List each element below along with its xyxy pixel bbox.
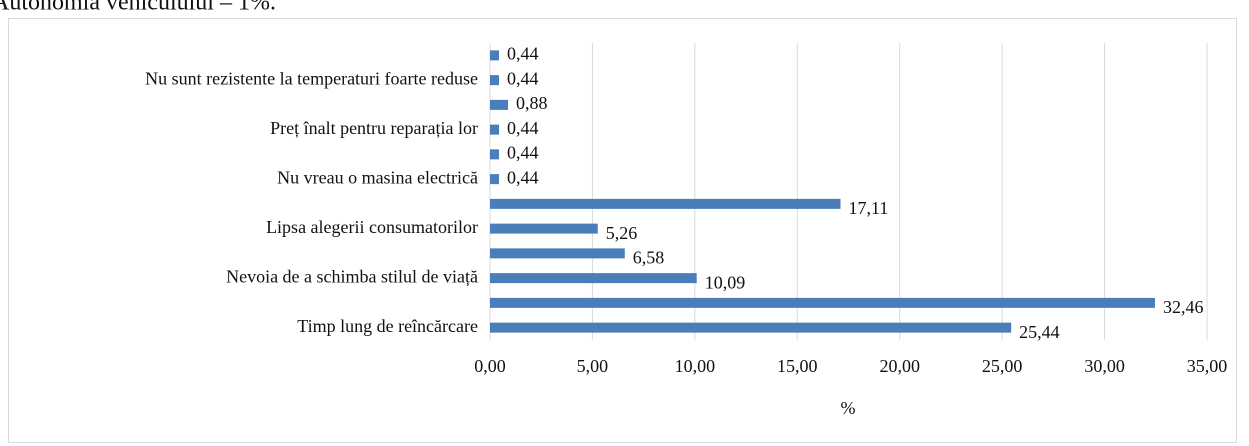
bar — [490, 99, 509, 110]
x-axis-title: % — [841, 398, 856, 418]
value-label: 32,46 — [1163, 297, 1204, 317]
y-tick-label: Nu sunt rezistente la temperaturi foarte… — [145, 68, 478, 88]
x-tick-label: 5,00 — [577, 356, 609, 376]
value-label: 10,09 — [705, 272, 746, 292]
bar — [490, 248, 625, 259]
x-tick-label: 20,00 — [879, 356, 920, 376]
x-tick-label: 0,00 — [474, 356, 506, 376]
caption: Autonomia vehiculului – 1%. — [0, 0, 276, 16]
y-tick-label: Nu vreau o masina electrică — [277, 167, 478, 187]
bar — [490, 124, 500, 135]
chart-frame — [8, 18, 1237, 443]
x-tick-label: 10,00 — [675, 356, 716, 376]
y-tick-label: Lipsa alegerii consumatorilor — [266, 217, 478, 237]
bar — [490, 322, 1012, 333]
bar — [490, 273, 697, 284]
value-label: 17,11 — [849, 198, 889, 218]
value-label: 6,58 — [633, 248, 665, 268]
bar — [490, 223, 598, 234]
value-label: 5,26 — [606, 223, 638, 243]
bar — [490, 198, 841, 209]
value-label: 0,44 — [507, 44, 538, 64]
value-label: 0,44 — [507, 118, 538, 138]
value-label: 0,88 — [516, 93, 548, 113]
bar — [490, 50, 500, 61]
x-tick-label: 25,00 — [982, 356, 1023, 376]
bar — [490, 75, 500, 86]
x-tick-label: 15,00 — [777, 356, 818, 376]
value-label: 0,44 — [507, 143, 538, 163]
x-tick-label: 30,00 — [1084, 356, 1125, 376]
y-tick-label: Preț înalt pentru reparația lor — [270, 118, 478, 138]
bar — [490, 174, 500, 185]
value-label: 25,44 — [1019, 322, 1059, 342]
value-label: 0,44 — [507, 68, 538, 88]
bar — [490, 149, 500, 160]
value-label: 0,44 — [507, 167, 538, 187]
y-tick-label: Timp lung de reîncărcare — [297, 316, 478, 336]
x-tick-label: 35,00 — [1187, 356, 1228, 376]
bar — [490, 297, 1155, 308]
y-tick-label: Nevoia de a schimba stilul de viață — [226, 266, 478, 286]
